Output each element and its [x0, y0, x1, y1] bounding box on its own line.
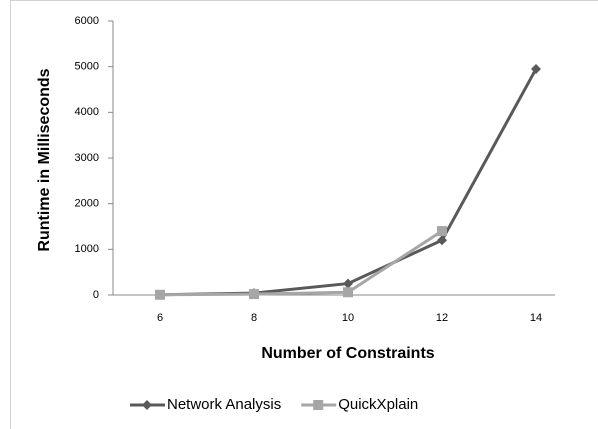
y-axis-title: Runtime in Milliseconds [36, 68, 53, 251]
legend-text: Network Analysis [167, 396, 281, 413]
x-tick-label: 8 [251, 312, 257, 324]
y-tick-label: 6000 [75, 15, 99, 27]
y-tick-label: 1000 [75, 243, 99, 255]
y-tick-label: 0 [93, 289, 99, 301]
x-tick-label: 10 [342, 312, 354, 324]
marker [531, 63, 541, 74]
legend-text: QuickXplain [338, 396, 418, 413]
marker [437, 226, 447, 237]
chart-frame [10, 0, 598, 429]
marker [343, 287, 353, 298]
y-tick-label: 2000 [75, 198, 99, 210]
marker [142, 400, 152, 410]
marker [343, 278, 353, 289]
y-tick-label: 4000 [75, 106, 99, 118]
x-tick-label: 6 [157, 312, 163, 324]
marker [313, 400, 324, 410]
marker [249, 289, 259, 300]
series-line [159, 68, 538, 297]
series-line [159, 229, 443, 297]
marker [437, 235, 447, 246]
x-axis-title: Number of Constraints [261, 345, 434, 362]
y-tick-label: 5000 [75, 61, 99, 73]
y-tick-label: 3000 [75, 152, 99, 164]
x-tick-label: 14 [530, 312, 542, 324]
x-tick-label: 12 [436, 312, 448, 324]
marker [155, 289, 165, 300]
